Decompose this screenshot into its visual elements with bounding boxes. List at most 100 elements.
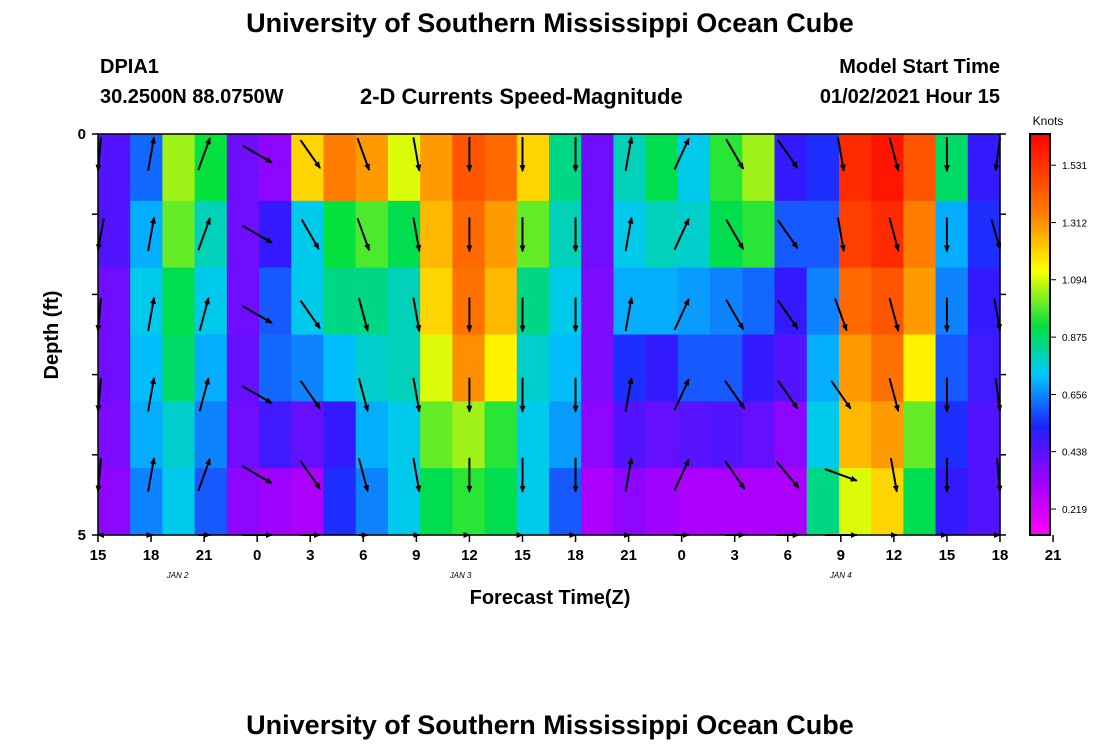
heatmap-cell xyxy=(871,267,904,336)
heatmap-cell xyxy=(420,267,453,336)
heatmap-cell xyxy=(484,134,518,202)
heatmap-cell xyxy=(130,401,164,469)
x-tick-label: 15 xyxy=(90,547,107,564)
heatmap-cell xyxy=(162,200,196,269)
chart-subtitle: 2-D Currents Speed-Magnitude xyxy=(360,84,683,109)
page-title: University of Southern Mississippi Ocean… xyxy=(246,8,854,38)
current-vector-arrow xyxy=(412,137,422,172)
heatmap-cell xyxy=(291,468,325,536)
heatmap-cell xyxy=(613,401,647,469)
current-vector-arrow xyxy=(241,385,273,405)
heatmap-cell xyxy=(291,200,325,269)
current-vector-arrow xyxy=(299,299,321,330)
heatmap-cell xyxy=(387,267,421,336)
x-tick-label: 9 xyxy=(837,547,845,564)
heatmap-cell xyxy=(677,267,711,336)
x-tick-label: 9 xyxy=(412,547,420,564)
current-vector-arrow xyxy=(356,217,371,252)
heatmap-cell xyxy=(323,200,357,269)
current-vector-arrow xyxy=(241,465,273,485)
current-vector-arrow xyxy=(888,217,900,252)
current-vector-arrow xyxy=(836,137,846,172)
x-tick-label: 18 xyxy=(567,547,584,564)
current-vector-arrow xyxy=(725,299,745,331)
heatmap-cell xyxy=(549,468,582,536)
current-vector-arrow xyxy=(624,457,634,492)
heatmap-cell xyxy=(871,468,904,536)
heatmap-cell xyxy=(162,134,196,202)
x-tick-label: 0 xyxy=(253,547,261,564)
current-vector-arrow xyxy=(299,460,321,490)
current-vector-arrow xyxy=(624,296,634,332)
x-tick-label: 3 xyxy=(306,547,314,564)
current-vector-arrow xyxy=(357,297,370,332)
x-tick-label: 21 xyxy=(1045,547,1062,564)
current-vector-arrow xyxy=(725,219,745,250)
heatmap-cell xyxy=(484,401,518,469)
heatmap-cell xyxy=(742,334,776,402)
heatmap-cell xyxy=(774,401,808,469)
heatmap-cell xyxy=(420,200,453,269)
current-vector-arrow xyxy=(889,457,899,493)
x-tick-label: 6 xyxy=(784,547,792,564)
heatmap-cell xyxy=(613,200,647,269)
y-tick-label: 5 xyxy=(78,527,86,544)
heatmap-cell xyxy=(710,401,743,469)
y-tick-label: 0 xyxy=(78,126,86,143)
current-vector-arrow xyxy=(724,460,746,490)
heatmap-cell xyxy=(581,334,615,402)
heatmap-cell xyxy=(98,267,131,336)
current-vector-arrow xyxy=(197,137,211,171)
x-tick-label: 15 xyxy=(514,547,531,564)
colorbar-tick-label: 0.438 xyxy=(1062,448,1087,459)
current-vector-arrow xyxy=(412,217,422,252)
x-tick-label: 0 xyxy=(677,547,685,564)
heatmap-cell xyxy=(323,267,357,336)
heatmap-cell xyxy=(710,134,743,202)
current-vector-arrow xyxy=(357,458,370,493)
heatmap-cell xyxy=(226,401,260,469)
current-vector-arrow xyxy=(777,380,799,410)
heatmap-cell xyxy=(806,468,840,536)
heatmap-cell xyxy=(967,334,1001,402)
heatmap-cell xyxy=(194,401,228,469)
heatmap-cell xyxy=(420,468,453,536)
heatmap-cell xyxy=(162,334,196,402)
heatmap-cell xyxy=(677,401,711,469)
heatmap-cell xyxy=(162,267,196,336)
current-vector-arrow xyxy=(197,217,211,251)
date-label: JAN 3 xyxy=(449,571,472,580)
heatmap-cell xyxy=(871,134,904,202)
heatmap-cell xyxy=(645,267,679,336)
model-start-label: Model Start Time xyxy=(839,56,1000,78)
heatmap-cell xyxy=(226,468,260,536)
heatmap-cell xyxy=(355,334,389,402)
heatmap-cell xyxy=(838,200,872,269)
heatmap-cell xyxy=(967,468,1001,536)
current-vector-arrow xyxy=(96,218,105,252)
heatmap-cell xyxy=(259,134,292,202)
heatmap-cell xyxy=(387,401,421,469)
heatmap-cell xyxy=(130,267,164,336)
heatmap-cell xyxy=(420,134,453,202)
date-label: JAN 2 xyxy=(166,571,189,580)
heatmap-cell xyxy=(806,401,840,469)
heatmap-cell xyxy=(130,134,164,202)
current-vector-arrow xyxy=(724,380,746,410)
current-vector-arrow xyxy=(147,296,156,332)
heatmap-cell xyxy=(581,468,615,536)
current-vector-arrow xyxy=(993,298,1002,332)
heatmap-cell xyxy=(162,468,196,536)
current-vector-arrow xyxy=(624,136,634,171)
heatmap-cell xyxy=(194,267,228,336)
heatmap-cell xyxy=(549,334,582,402)
heatmap-cell xyxy=(742,200,776,269)
colorbar-tick-label: 0.875 xyxy=(1062,333,1087,344)
current-vector-arrow xyxy=(888,137,900,172)
colorbar-tick-label: 0.219 xyxy=(1062,505,1087,516)
current-vector-arrow xyxy=(412,297,422,333)
heatmap-cell xyxy=(162,401,196,469)
heatmap-cell xyxy=(194,334,228,402)
x-tick-label: 15 xyxy=(939,547,956,564)
x-tick-label: 3 xyxy=(731,547,739,564)
